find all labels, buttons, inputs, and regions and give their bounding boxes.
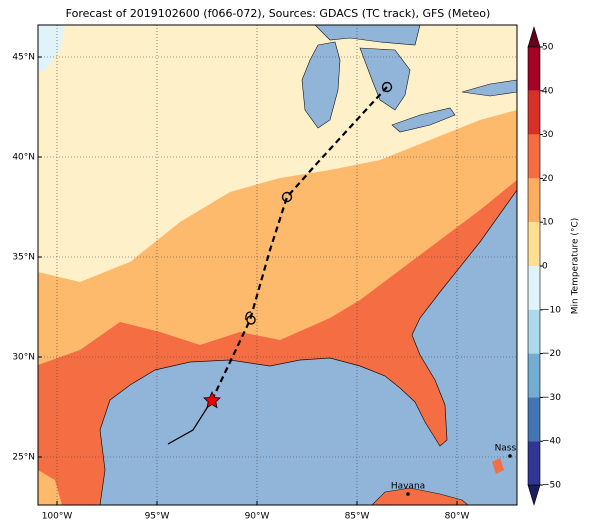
lake-huron bbox=[359, 47, 411, 111]
title: Forecast of 2019102600 (f066-072), Sourc… bbox=[66, 7, 491, 20]
colorbar-band bbox=[528, 397, 540, 442]
lake-superior bbox=[314, 25, 421, 46]
land-warm-mexico bbox=[38, 470, 62, 505]
city-dot bbox=[406, 492, 410, 496]
city-label: Nassau bbox=[495, 444, 528, 454]
storm-symbol bbox=[245, 311, 256, 325]
lake-ontario bbox=[461, 79, 517, 97]
x-tick-label: 90°W bbox=[245, 512, 270, 522]
colorbar-band bbox=[528, 441, 540, 485]
track-past bbox=[167, 399, 213, 445]
colorbar-band bbox=[528, 266, 540, 310]
y-tick-label: 40°N bbox=[12, 153, 35, 163]
colorbar-extend-min bbox=[527, 484, 541, 507]
map-frame bbox=[37, 24, 518, 506]
colorbar-band bbox=[528, 353, 540, 398]
colorbar-band bbox=[528, 222, 540, 266]
colorbar-band bbox=[528, 309, 540, 354]
colorbar-band bbox=[528, 134, 540, 179]
colorbar-tick-label: −30 bbox=[542, 393, 561, 403]
colorbar-tick-label: 30 bbox=[542, 130, 554, 140]
map: Havana Nassau bbox=[38, 25, 528, 505]
lake-michigan bbox=[301, 41, 341, 129]
colorbar-tick-label: 10 bbox=[542, 218, 554, 228]
island bbox=[492, 458, 504, 474]
colorbar-tick-label: 0 bbox=[542, 262, 548, 272]
colorbar-tick-label: 20 bbox=[542, 174, 554, 184]
y-tick-label: 35°N bbox=[12, 253, 35, 263]
x-tick-label: 85°W bbox=[345, 512, 370, 522]
x-tick-label: 95°W bbox=[145, 512, 170, 522]
colorbar-band bbox=[528, 47, 540, 91]
cuba bbox=[371, 487, 469, 505]
colorbar-tick-label: −40 bbox=[542, 437, 561, 447]
city-label: Havana bbox=[391, 482, 425, 492]
colorbar-label: Min Temperature (°C) bbox=[571, 218, 581, 315]
colorbar-tick-label: 40 bbox=[542, 86, 554, 96]
colorbar-tick-label: −50 bbox=[542, 481, 561, 491]
colorbar-extend-max bbox=[527, 25, 541, 48]
track-point bbox=[381, 81, 393, 93]
y-tick-label: 45°N bbox=[12, 53, 35, 63]
track-forecast bbox=[211, 86, 388, 401]
colorbar-band bbox=[528, 90, 540, 135]
lake-erie bbox=[391, 107, 456, 133]
colorbar: 50 40 30 20 10 0 −10 −20 −30 −40 −50 bbox=[527, 25, 561, 507]
x-tick-label: 80°W bbox=[445, 512, 470, 522]
track-point bbox=[281, 191, 293, 203]
colorbar-band bbox=[528, 178, 540, 223]
colorbar-tick-label: −20 bbox=[542, 349, 561, 359]
city-dot bbox=[508, 454, 512, 458]
colorbar-tick-label: −10 bbox=[542, 305, 561, 315]
graticule bbox=[38, 25, 517, 505]
y-tick-label: 25°N bbox=[12, 453, 35, 463]
y-tick-label: 30°N bbox=[12, 353, 35, 363]
water bbox=[99, 189, 517, 505]
land-cold bbox=[38, 25, 65, 72]
x-tick-label: 100°W bbox=[42, 512, 73, 522]
storm-position bbox=[203, 390, 221, 409]
colorbar-tick-label: 50 bbox=[542, 43, 554, 53]
